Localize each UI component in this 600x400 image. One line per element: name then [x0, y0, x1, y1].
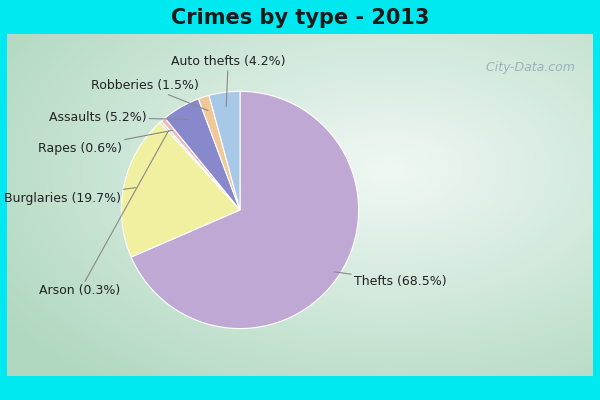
- Text: Burglaries (19.7%): Burglaries (19.7%): [4, 188, 136, 204]
- Text: Assaults (5.2%): Assaults (5.2%): [49, 111, 188, 124]
- Wedge shape: [121, 122, 240, 257]
- Text: Auto thefts (4.2%): Auto thefts (4.2%): [171, 55, 286, 106]
- Text: Rapes (0.6%): Rapes (0.6%): [38, 130, 172, 155]
- Wedge shape: [209, 91, 240, 210]
- Text: Arson (0.3%): Arson (0.3%): [39, 130, 169, 297]
- Text: City-Data.com: City-Data.com: [478, 61, 575, 74]
- Text: Thefts (68.5%): Thefts (68.5%): [334, 272, 446, 288]
- Text: Crimes by type - 2013: Crimes by type - 2013: [171, 8, 429, 28]
- Wedge shape: [165, 99, 240, 210]
- Text: Robberies (1.5%): Robberies (1.5%): [91, 79, 208, 110]
- Wedge shape: [199, 96, 240, 210]
- Wedge shape: [131, 91, 359, 328]
- Wedge shape: [161, 118, 240, 210]
- Wedge shape: [160, 121, 240, 210]
